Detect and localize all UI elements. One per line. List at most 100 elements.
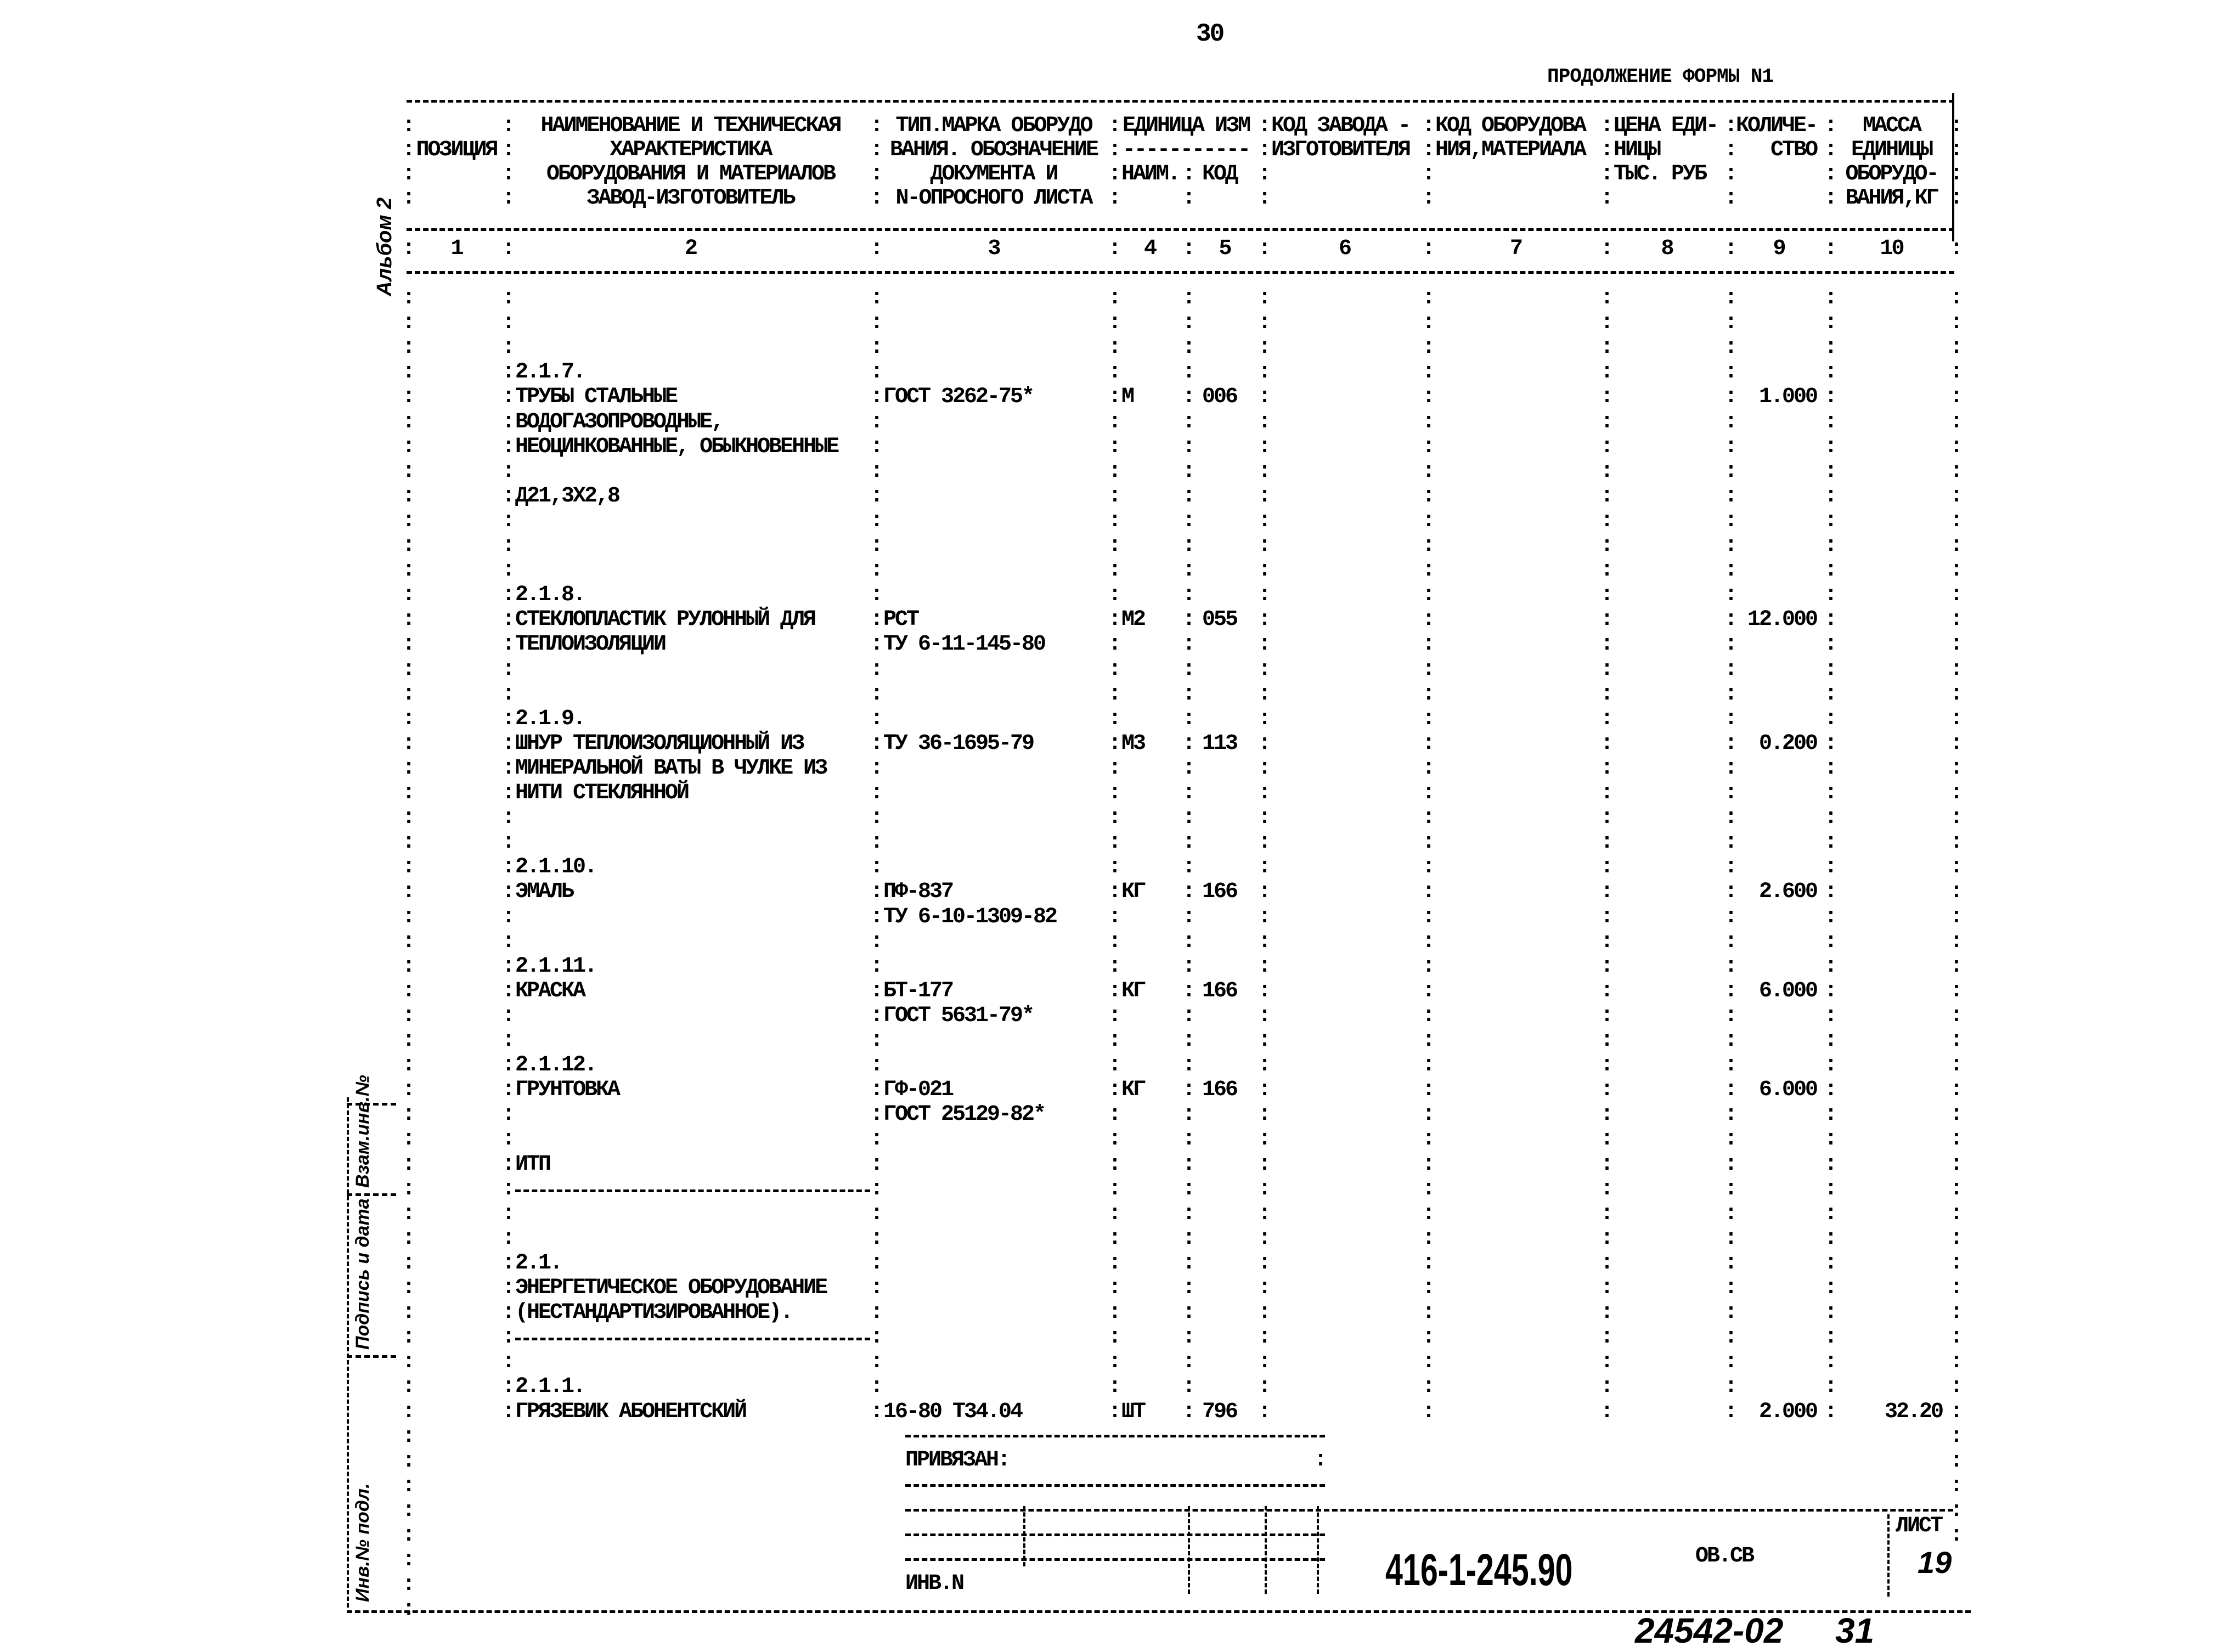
column-separator: : xyxy=(1824,162,1838,187)
column-separator: : xyxy=(1824,385,1838,409)
column-separator: : xyxy=(1824,657,1838,682)
column-number: 1 xyxy=(450,236,464,261)
header-mass: ЕДИНИЦЫ xyxy=(1851,138,1933,162)
column-separator: : xyxy=(1824,607,1838,632)
column-separator: : xyxy=(1108,335,1122,360)
column-separator: : xyxy=(1950,632,1964,657)
column-separator: : xyxy=(870,435,884,459)
column-separator: : xyxy=(1108,905,1122,929)
column-separator: : xyxy=(502,1251,516,1276)
column-separator: : xyxy=(1950,1325,1964,1350)
column-separator: : xyxy=(1600,1226,1614,1251)
column-separator: : xyxy=(870,1078,884,1102)
column-separator: : xyxy=(1950,830,1964,855)
column-separator: : xyxy=(1182,286,1196,311)
header-mass: МАССА xyxy=(1862,114,1922,138)
column-separator: : xyxy=(502,236,516,261)
title-divider xyxy=(905,1533,1325,1536)
column-separator: : xyxy=(502,1350,516,1374)
column-separator: : xyxy=(1258,1053,1272,1078)
column-separator: : xyxy=(502,1127,516,1152)
column-separator: : xyxy=(1182,979,1196,1003)
column-separator: : xyxy=(402,162,416,187)
column-separator: : xyxy=(1422,138,1436,162)
column-separator: : xyxy=(1108,509,1122,533)
column-separator: : xyxy=(1824,138,1838,162)
column-separator: : xyxy=(1258,558,1272,583)
column-separator: : xyxy=(1108,385,1122,409)
column-separator: : xyxy=(1950,979,1964,1003)
column-separator: : xyxy=(1600,855,1614,879)
column-separator: : xyxy=(1108,756,1122,781)
column-separator: : xyxy=(1182,830,1196,855)
column-separator: : xyxy=(1600,533,1614,558)
header-equipment-code: НИЯ,МАТЕРИАЛА xyxy=(1435,138,1587,162)
column-separator: : xyxy=(1824,1300,1838,1325)
column-separator: : xyxy=(1824,929,1838,954)
column-separator: : xyxy=(1182,558,1196,583)
column-separator: : xyxy=(1950,1202,1964,1226)
column-separator: : xyxy=(1724,583,1738,607)
column-separator: : xyxy=(1824,731,1838,756)
column-separator: : xyxy=(1724,509,1738,533)
column-separator: : xyxy=(870,360,884,385)
header-document: N-ОПРОСНОГО ЛИСТА xyxy=(895,186,1093,211)
column-separator: : xyxy=(1258,335,1272,360)
column-separator: : xyxy=(870,162,884,187)
column-separator: : xyxy=(502,1003,516,1028)
column-separator: : xyxy=(1950,533,1964,558)
column-separator: : xyxy=(870,484,884,509)
archive-number: 24542-02 xyxy=(1635,1611,1784,1650)
header-unit: НАИМ. xyxy=(1121,162,1181,187)
column-separator: : xyxy=(1600,558,1614,583)
column-separator: : xyxy=(1108,1028,1122,1053)
column-separator: : xyxy=(1182,1003,1196,1028)
column-separator: : xyxy=(870,1152,884,1177)
header-price: ЦЕНА ЕДИ- xyxy=(1614,114,1719,138)
column-separator: : xyxy=(1824,1078,1838,1102)
column-separator: : xyxy=(1108,1053,1122,1078)
column-separator: : xyxy=(1950,1251,1964,1276)
column-separator: : xyxy=(1258,509,1272,533)
column-separator: : xyxy=(1824,905,1838,929)
column-separator: : xyxy=(1950,1523,1964,1548)
column-separator: : xyxy=(1182,360,1196,385)
column-separator: : xyxy=(1182,583,1196,607)
column-separator: : xyxy=(1422,1300,1436,1325)
column-separator: : xyxy=(1422,1102,1436,1127)
column-separator: : xyxy=(1600,830,1614,855)
column-separator: : xyxy=(1258,533,1272,558)
cell-document: ГОСТ 5631-79* xyxy=(883,1003,1035,1028)
column-separator: : xyxy=(1824,1276,1838,1300)
cell-quantity: 6.000 xyxy=(1758,979,1818,1003)
column-separator: : xyxy=(1600,286,1614,311)
column-separator: : xyxy=(870,1053,884,1078)
column-separator: : xyxy=(1182,1350,1196,1374)
column-separator: : xyxy=(870,558,884,583)
column-separator: : xyxy=(1258,905,1272,929)
column-separator: : xyxy=(870,1177,884,1202)
column-separator: : xyxy=(1422,731,1436,756)
column-separator: : xyxy=(1824,805,1838,830)
column-separator: : xyxy=(402,1424,416,1449)
column-separator: : xyxy=(1950,905,1964,929)
column-separator: : xyxy=(1108,459,1122,484)
column-separator: : xyxy=(402,484,416,509)
column-separator: : xyxy=(1724,929,1738,954)
column-separator: : xyxy=(1258,1202,1272,1226)
column-separator: : xyxy=(1108,1400,1122,1424)
column-separator: : xyxy=(1108,657,1122,682)
column-separator: : xyxy=(1824,1028,1838,1053)
title-divider xyxy=(905,1509,1953,1512)
column-separator: : xyxy=(1824,1152,1838,1177)
column-separator: : xyxy=(1600,731,1614,756)
column-separator: : xyxy=(1600,1276,1614,1300)
column-separator: : xyxy=(1422,879,1436,904)
title-cell-border xyxy=(1317,1506,1319,1594)
column-separator: : xyxy=(1724,311,1738,335)
column-separator: : xyxy=(1600,979,1614,1003)
cell-code: 055 xyxy=(1202,607,1238,632)
column-separator: : xyxy=(502,114,516,138)
column-separator: : xyxy=(870,138,884,162)
column-separator: : xyxy=(402,954,416,979)
